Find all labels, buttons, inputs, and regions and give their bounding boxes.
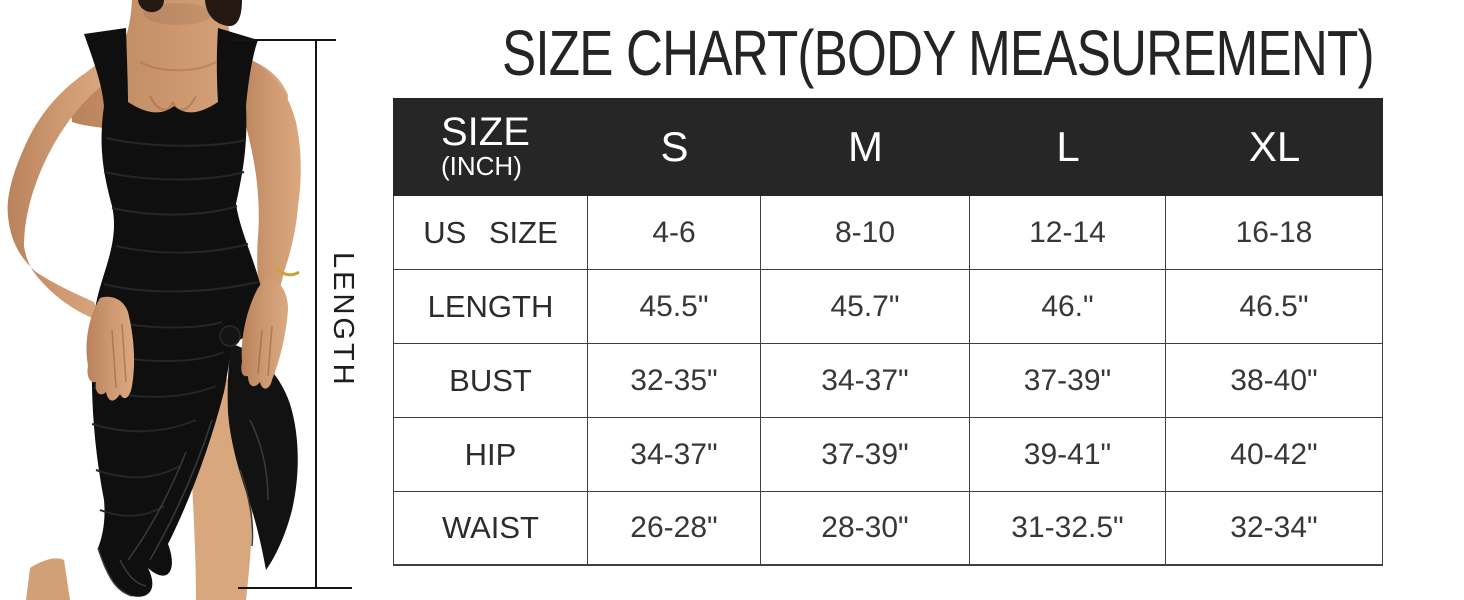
hair-icon bbox=[138, 0, 164, 13]
cell-bust-m: 34-37" bbox=[761, 344, 970, 418]
cell-waist-m: 28-30" bbox=[761, 492, 970, 566]
column-header-s: S bbox=[588, 98, 761, 196]
length-measurement-label: LENGTH bbox=[327, 252, 359, 388]
cell-length-xl: 46.5" bbox=[1166, 270, 1383, 344]
cell-length-l: 46." bbox=[970, 270, 1166, 344]
cell-bust-s: 32-35" bbox=[588, 344, 761, 418]
row-label-waist: WAIST bbox=[393, 492, 588, 566]
model-photo bbox=[7, 0, 352, 600]
cell-hip-l: 39-41" bbox=[970, 418, 1166, 492]
cell-hip-xl: 40-42" bbox=[1166, 418, 1383, 492]
model-left-leg bbox=[26, 558, 70, 600]
row-label-us-size: US SIZE bbox=[393, 196, 588, 270]
model-hands bbox=[86, 266, 300, 401]
column-header-l: L bbox=[970, 98, 1166, 196]
column-header-size: SIZE (INCH) bbox=[393, 98, 588, 196]
column-header-m: M bbox=[761, 98, 970, 196]
cell-us-size-l: 12-14 bbox=[970, 196, 1166, 270]
black-dress bbox=[84, 28, 298, 597]
row-label-length: LENGTH bbox=[393, 270, 588, 344]
model-hand-right bbox=[241, 278, 288, 389]
cell-waist-s: 26-28" bbox=[588, 492, 761, 566]
row-label-hip: HIP bbox=[393, 418, 588, 492]
size-chart-table: SIZE (INCH) S M L XL US SIZE 4-6 8-10 12… bbox=[393, 98, 1383, 566]
cell-waist-xl: 32-34" bbox=[1166, 492, 1383, 566]
row-label-bust: BUST bbox=[393, 344, 588, 418]
cell-us-size-xl: 16-18 bbox=[1166, 196, 1383, 270]
cell-hip-s: 34-37" bbox=[588, 418, 761, 492]
cell-length-s: 45.5" bbox=[588, 270, 761, 344]
cell-hip-m: 37-39" bbox=[761, 418, 970, 492]
cell-bust-xl: 38-40" bbox=[1166, 344, 1383, 418]
cell-bust-l: 37-39" bbox=[970, 344, 1166, 418]
gold-bracelet-icon bbox=[274, 266, 300, 277]
cell-us-size-m: 8-10 bbox=[761, 196, 970, 270]
page-title-text: SIZE CHART(BODY MEASUREMENT) bbox=[501, 17, 1375, 89]
size-header-unit: (INCH) bbox=[441, 151, 522, 182]
cell-length-m: 45.7" bbox=[761, 270, 970, 344]
length-measure-bracket bbox=[232, 39, 352, 589]
column-header-xl: XL bbox=[1166, 98, 1383, 196]
size-header-label: SIZE bbox=[441, 109, 530, 154]
cell-waist-l: 31-32.5" bbox=[970, 492, 1166, 566]
page-title: SIZE CHART(BODY MEASUREMENT) bbox=[393, 17, 1383, 89]
cell-us-size-s: 4-6 bbox=[588, 196, 761, 270]
model-hand-left bbox=[86, 296, 135, 401]
